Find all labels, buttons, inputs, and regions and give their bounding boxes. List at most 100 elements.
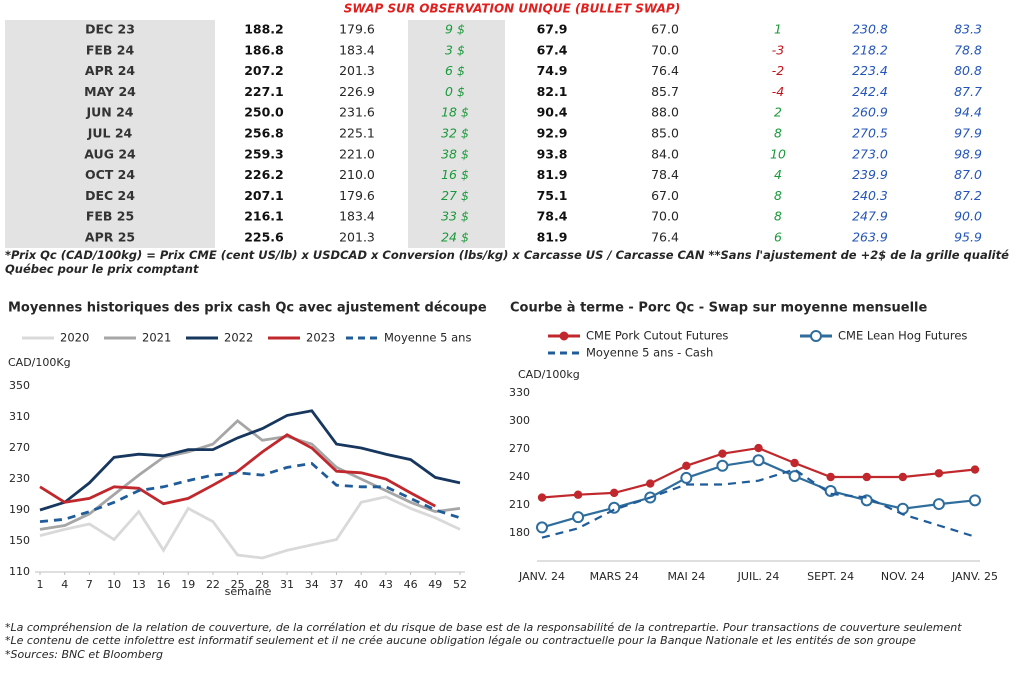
table-cell: 87.2 xyxy=(954,188,982,203)
disclaimer: *Le contenu de cette infolettre est info… xyxy=(5,634,916,647)
table-cell: 242.4 xyxy=(852,84,888,99)
table-cell: 83.3 xyxy=(954,22,982,37)
table-cell: 88.0 xyxy=(651,105,679,120)
data-point xyxy=(790,458,799,468)
table-cell: 74.9 xyxy=(537,63,568,78)
table-cell: 239.9 xyxy=(852,167,888,182)
x-tick-label: 49 xyxy=(428,578,442,591)
table-band xyxy=(408,20,505,248)
series-line xyxy=(39,495,461,560)
table-cell: -2 xyxy=(772,63,785,78)
data-point xyxy=(536,521,548,534)
table-cell: 18 $ xyxy=(441,105,469,120)
data-point xyxy=(826,472,835,482)
table-cell: -3 xyxy=(772,42,785,57)
table-cell: 78.8 xyxy=(954,42,982,57)
table-cell: FEB 25 xyxy=(86,209,134,224)
table-cell: 223.4 xyxy=(852,63,888,78)
x-tick-label: 19 xyxy=(181,578,195,591)
table-cell: 70.0 xyxy=(651,42,679,57)
charts: Moyennes historiques des prix cash Qc av… xyxy=(8,301,998,599)
table-cell: 81.9 xyxy=(537,230,568,245)
table-cell: 81.9 xyxy=(537,167,568,182)
table-cell: DEC 23 xyxy=(85,22,135,37)
table-cell: 186.8 xyxy=(244,42,284,57)
y-tick-label: 310 xyxy=(9,410,30,423)
footnote-box: *Prix Qc (CAD/100kg) = Prix CME (cent US… xyxy=(5,248,1009,276)
footnote: *Prix Qc (CAD/100kg) = Prix CME (cent US… xyxy=(5,248,1009,276)
x-tick-label: 34 xyxy=(305,578,319,591)
table-cell: 2 xyxy=(774,105,782,120)
table-cell: 179.6 xyxy=(339,188,375,203)
x-tick-label: 40 xyxy=(354,578,368,591)
table-cell: 263.9 xyxy=(852,230,888,245)
table-cell: 260.9 xyxy=(852,105,888,120)
table-cell: 201.3 xyxy=(339,230,375,245)
data-point xyxy=(934,469,944,478)
table-cell: DEC 24 xyxy=(85,188,135,203)
table-cell: -4 xyxy=(772,84,785,99)
disclaimer: *La compréhension de la relation de couv… xyxy=(5,621,962,634)
data-point xyxy=(788,470,801,483)
table: DEC 23 188.2 179.6 9 $ 67.9 67.0 1 230.8 83.3 FEB… xyxy=(84,22,982,245)
legend-marker xyxy=(810,330,822,342)
table-cell: 92.9 xyxy=(537,126,568,141)
table-cell: 259.3 xyxy=(244,146,284,161)
legend-label: CME Pork Cutout Futures xyxy=(586,329,728,343)
series-line xyxy=(39,433,436,508)
x-tick-label: 22 xyxy=(206,578,220,591)
y-axis-label: CAD/100kg xyxy=(518,368,580,381)
data-point xyxy=(752,454,765,467)
table-cell: 221.0 xyxy=(339,146,375,161)
table-cell: 84.0 xyxy=(651,146,679,161)
data-point xyxy=(537,493,547,502)
table-cell: 90.0 xyxy=(954,209,982,224)
table-cell: 207.1 xyxy=(244,188,284,203)
table-cell: JUN 24 xyxy=(85,105,133,120)
table-cell: 85.0 xyxy=(651,126,679,141)
table-cell: AUG 24 xyxy=(84,146,136,161)
table-cell: 1 xyxy=(774,22,782,37)
table-cell: 38 $ xyxy=(441,146,469,161)
series-line xyxy=(39,462,461,523)
data-point xyxy=(646,479,655,488)
table-cell: 87.7 xyxy=(954,84,982,99)
table-cell: 67.9 xyxy=(537,22,568,37)
table-cell: APR 24 xyxy=(85,63,136,78)
table-cell: 218.2 xyxy=(852,42,888,57)
table-cell: 250.0 xyxy=(244,105,284,120)
disclaimer: *Sources: BNC et Bloomberg xyxy=(5,648,163,661)
table-cell: 4 xyxy=(774,167,782,182)
table-cell: 94.4 xyxy=(954,105,982,120)
y-tick-label: 180 xyxy=(509,526,530,539)
table-cell: 8 xyxy=(774,126,782,141)
chart-title: Moyennes historiques des prix cash Qc av… xyxy=(8,301,487,316)
table-cell: 75.1 xyxy=(537,188,568,203)
table-cell: 270.5 xyxy=(852,126,888,141)
table-cell: 6 $ xyxy=(445,63,465,78)
table-cell: 183.4 xyxy=(339,209,375,224)
x-tick-label: NOV. 24 xyxy=(881,570,925,583)
table-cell: 226.9 xyxy=(339,84,375,99)
table-cell: 8 xyxy=(774,209,782,224)
legend-marker xyxy=(559,331,569,341)
y-tick-label: 110 xyxy=(9,565,30,578)
table-cell: 82.1 xyxy=(537,84,568,99)
table-cell: 24 $ xyxy=(441,230,469,245)
data-point xyxy=(573,490,583,499)
data-point xyxy=(716,459,729,472)
y-tick-label: 190 xyxy=(9,503,30,516)
table-cell: 97.9 xyxy=(954,126,982,141)
x-tick-label: JANV. 24 xyxy=(518,570,565,583)
y-tick-label: 350 xyxy=(9,379,30,392)
table-cell: 188.2 xyxy=(244,22,284,37)
table-cell: 78.4 xyxy=(651,167,679,182)
table-cell: 98.9 xyxy=(954,146,982,161)
table-cell: 16 $ xyxy=(441,167,469,182)
x-tick-label: 7 xyxy=(86,578,93,591)
table-cell: OCT 24 xyxy=(85,167,135,182)
table-cell: 225.6 xyxy=(244,230,284,245)
x-tick-label: 37 xyxy=(329,578,343,591)
table-cell: 256.8 xyxy=(244,126,284,141)
